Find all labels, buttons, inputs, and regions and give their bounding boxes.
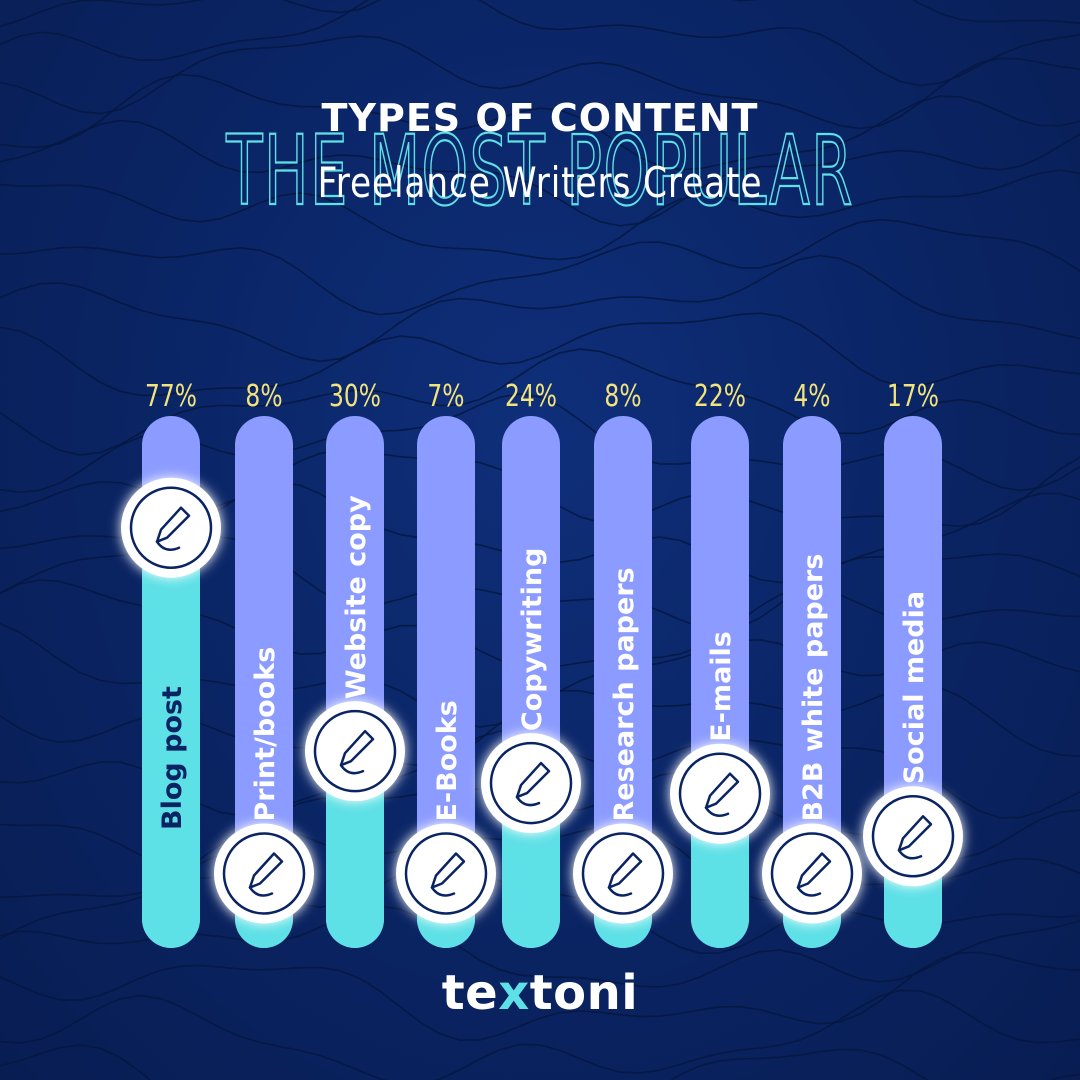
pencil-icon <box>214 823 314 924</box>
bar-group: 30% Website copy <box>305 379 405 948</box>
bar-group: 17% Social media <box>863 379 963 948</box>
pencil-icon <box>305 701 405 802</box>
bar-group: 8% Research papers <box>573 379 673 948</box>
value-label: 8% <box>245 379 282 414</box>
bar-group: 77% Blog post <box>121 379 221 948</box>
headline-graphic: THE MOST POPULAR <box>225 114 854 228</box>
value-label: 22% <box>694 379 746 414</box>
bar-track <box>783 416 841 948</box>
pencil-icon <box>396 823 496 924</box>
bar-group: 24% Copywriting <box>481 379 581 948</box>
category-label: Copywriting <box>517 548 548 732</box>
chart-title: THE MOST POPULAR <box>226 115 854 227</box>
category-label: Social media <box>899 591 930 784</box>
textoni-logo: textoni <box>441 965 639 1021</box>
bar-fill <box>142 564 200 948</box>
bar-fill <box>326 772 384 948</box>
value-label: 7% <box>427 379 464 414</box>
category-label: E-mails <box>706 631 737 742</box>
category-label: Blog post <box>157 686 188 830</box>
chart-subtitle: TYPES OF CONTENT <box>321 96 759 140</box>
category-label: E-Books <box>432 700 463 821</box>
category-label: B2B white papers <box>798 554 829 822</box>
bar-track <box>235 416 293 948</box>
value-label: 30% <box>329 379 381 414</box>
pencil-icon <box>670 743 770 844</box>
bar-group: 7% E-Books <box>396 379 496 948</box>
pencil-icon <box>762 823 862 924</box>
value-label: 24% <box>505 379 557 414</box>
bar-track <box>417 416 475 948</box>
pencil-icon <box>121 477 221 578</box>
pencil-icon <box>863 786 963 887</box>
bar-track <box>594 416 652 948</box>
value-label: 4% <box>793 379 830 414</box>
category-label: Research papers <box>609 567 640 821</box>
pencil-icon <box>481 733 581 834</box>
bar-fill <box>691 825 749 948</box>
chart-caption: Freelance Writers Create <box>317 158 763 207</box>
pencil-icon <box>573 823 673 924</box>
value-label: 17% <box>887 379 939 414</box>
value-label: 8% <box>604 379 641 414</box>
value-label: 77% <box>145 379 197 414</box>
bar-group: 22% E-mails <box>670 379 770 948</box>
category-label: Print/books <box>250 647 281 822</box>
category-label: Website copy <box>341 495 372 699</box>
bar-group: 4% B2B white papers <box>762 379 862 948</box>
bar-group: 8% Print/books <box>214 379 314 948</box>
